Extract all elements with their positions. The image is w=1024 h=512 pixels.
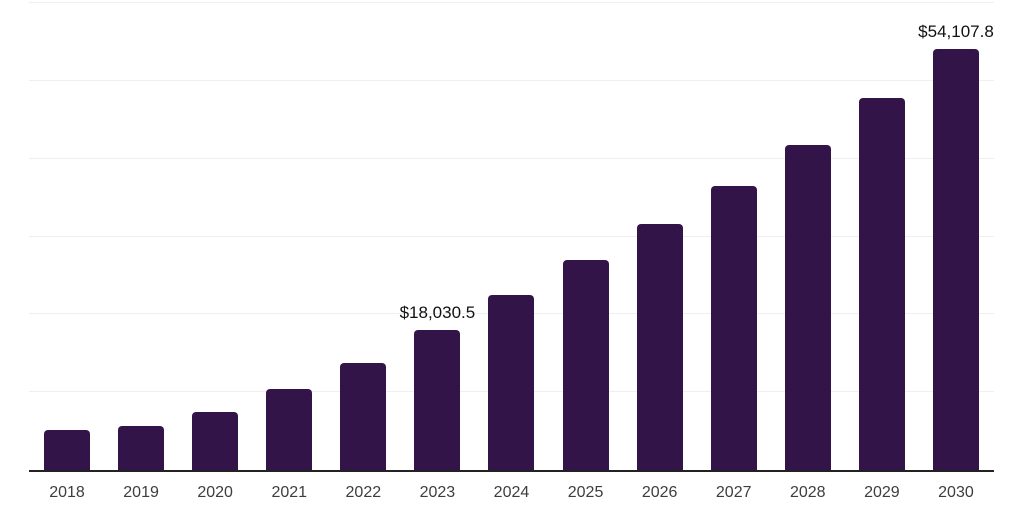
bar-2024 bbox=[488, 295, 535, 470]
gridline-40000 bbox=[29, 157, 994, 159]
x-tick-label-2019: 2019 bbox=[123, 484, 159, 501]
bar-2020 bbox=[192, 411, 239, 470]
bar-2022 bbox=[340, 363, 387, 470]
bar-value-label-2030: $54,107.8 bbox=[918, 22, 994, 42]
bar-value-label-2023: $18,030.5 bbox=[399, 302, 476, 322]
x-tick-label-2020: 2020 bbox=[197, 484, 233, 501]
bar-2019 bbox=[118, 426, 165, 470]
bar-2028 bbox=[784, 145, 831, 470]
x-tick-label-2028: 2028 bbox=[789, 484, 826, 501]
x-tick-label-2030: 2030 bbox=[938, 484, 974, 501]
x-tick-label-2027: 2027 bbox=[715, 484, 752, 501]
gridline-50000 bbox=[29, 79, 994, 81]
bar-2027 bbox=[710, 185, 757, 470]
bar-2025 bbox=[562, 260, 609, 470]
x-axis-tick-labels: 2018 2019 2020 2021 2022 2023 2024 2025 2026 2027… bbox=[29, 483, 994, 503]
x-tick-label-2023: 2023 bbox=[419, 484, 456, 501]
bar-2021 bbox=[266, 389, 313, 470]
x-tick-label-2022: 2022 bbox=[345, 484, 382, 501]
plot-area: $18,030.5 $54,107.8 bbox=[29, 2, 994, 472]
bar-2030 bbox=[932, 48, 979, 470]
x-tick-label-2024: 2024 bbox=[493, 484, 530, 501]
gridline-60000 bbox=[29, 2, 994, 3]
bars-row bbox=[29, 3, 994, 470]
x-tick-label-2018: 2018 bbox=[49, 484, 85, 501]
x-tick-label-2026: 2026 bbox=[641, 484, 678, 501]
bar-2029 bbox=[858, 98, 905, 470]
bar-2018 bbox=[44, 430, 90, 470]
x-tick-label-2021: 2021 bbox=[271, 484, 308, 501]
bar-2026 bbox=[636, 223, 683, 470]
x-tick-label-2029: 2029 bbox=[864, 484, 900, 501]
x-tick-label-2025: 2025 bbox=[567, 484, 604, 501]
bar-2023 bbox=[414, 329, 461, 470]
gridline-30000 bbox=[29, 235, 994, 237]
